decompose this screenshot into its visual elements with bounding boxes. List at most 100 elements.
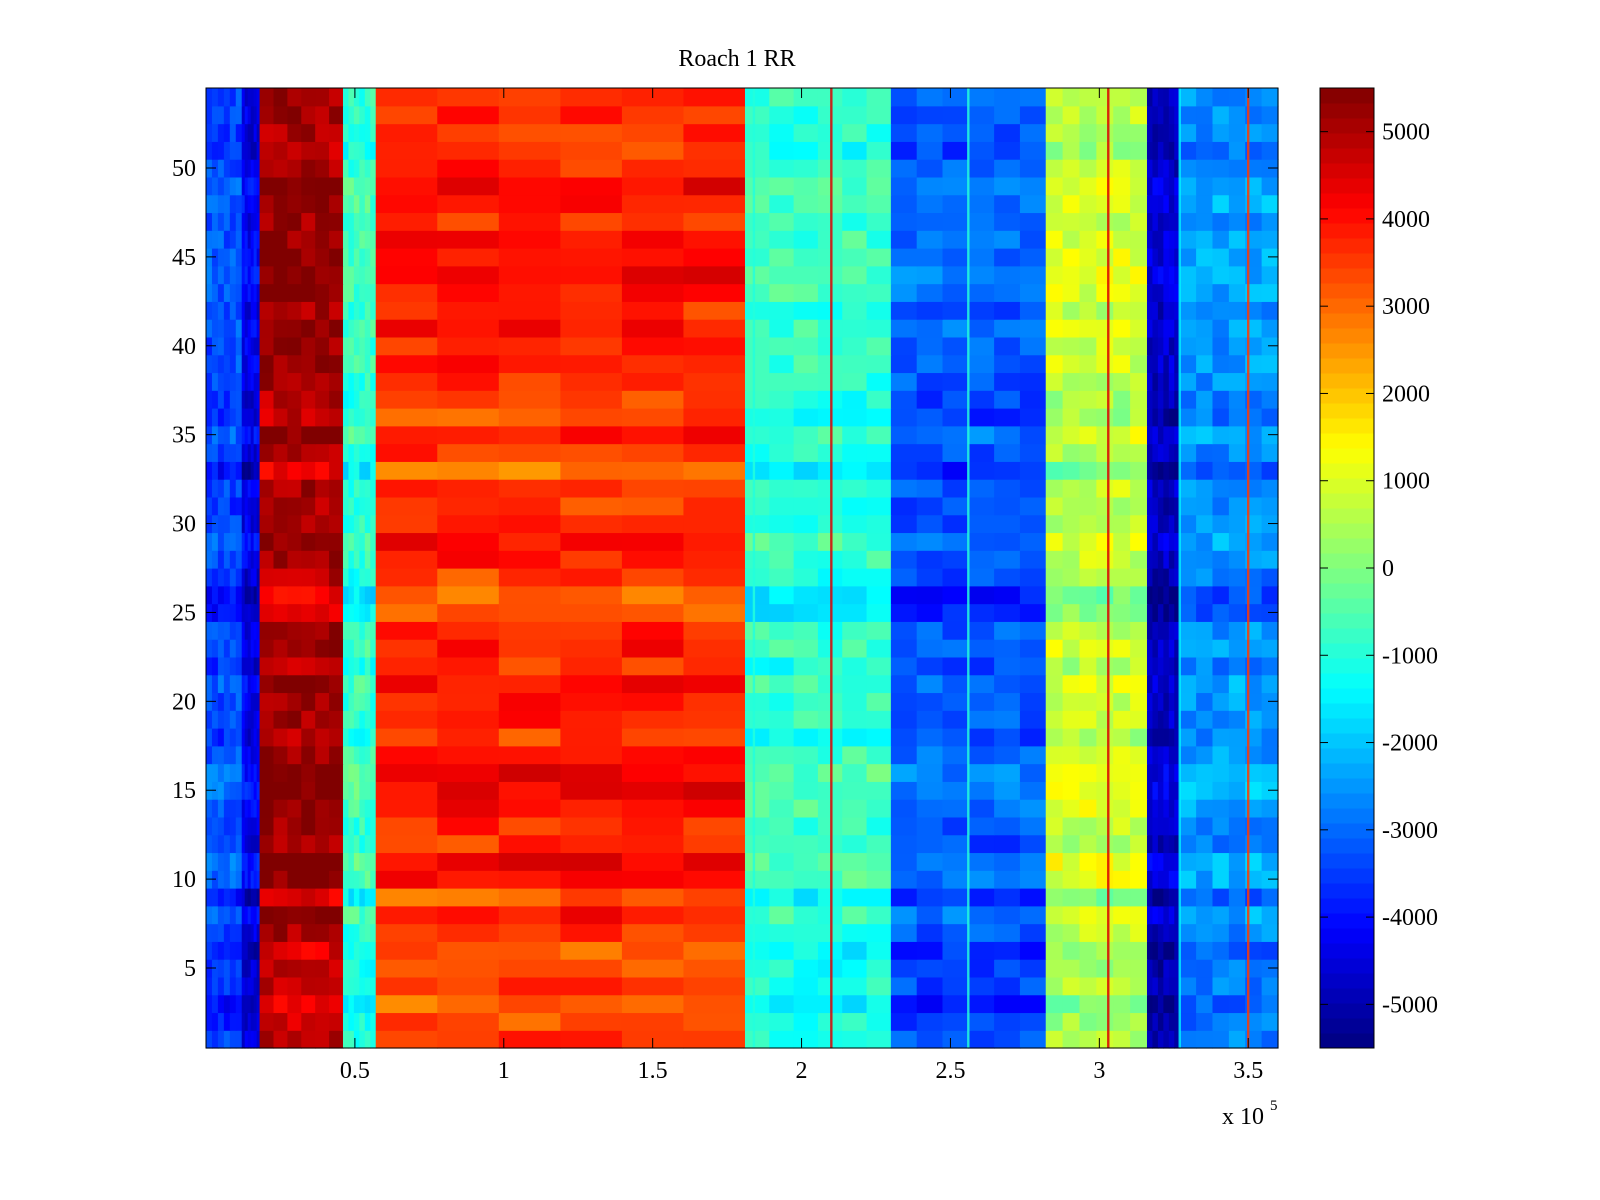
heatmap-cell xyxy=(560,425,623,445)
heatmap-cell xyxy=(235,354,243,374)
heatmap-cell xyxy=(842,265,868,285)
heatmap-cell xyxy=(241,870,246,889)
colorbar-step xyxy=(1320,193,1374,209)
heatmap-cell xyxy=(498,301,561,320)
heatmap-cell xyxy=(1157,88,1164,107)
heatmap-cell xyxy=(315,941,330,960)
heatmap-cell xyxy=(769,408,795,427)
heatmap-cell xyxy=(259,710,275,729)
heatmap-cell xyxy=(235,905,243,925)
heatmap-cell xyxy=(942,532,969,551)
heatmap-cell xyxy=(1174,834,1181,854)
heatmap-cell xyxy=(942,301,969,320)
heatmap-cell xyxy=(301,816,316,836)
heatmap-cell xyxy=(437,123,500,142)
heatmap-cell xyxy=(994,959,1021,978)
heatmap-cell xyxy=(241,621,246,640)
heatmap-cell xyxy=(942,959,969,978)
heatmap-cell xyxy=(1152,123,1159,142)
heatmap-cell xyxy=(1245,568,1263,587)
heatmap-cell xyxy=(211,176,219,196)
heatmap-cell xyxy=(359,710,366,729)
heatmap-cell xyxy=(1228,265,1246,285)
heatmap-cell xyxy=(206,834,213,854)
heatmap-cell xyxy=(229,941,237,960)
heatmap-cell xyxy=(916,834,944,854)
heatmap-cell xyxy=(890,88,918,107)
heatmap-cell xyxy=(259,550,275,569)
heatmap-cell xyxy=(273,888,288,907)
heatmap-cell xyxy=(342,905,350,925)
heatmap-cell xyxy=(211,834,219,854)
heatmap-cell xyxy=(287,603,302,622)
heatmap-cell xyxy=(1113,976,1131,996)
heatmap-cell xyxy=(329,336,344,356)
heatmap-cell xyxy=(1019,568,1047,587)
heatmap-cell xyxy=(621,692,685,711)
heatmap-cell xyxy=(364,1030,371,1049)
heatmap-cell xyxy=(942,194,969,214)
heatmap-cell xyxy=(621,496,685,516)
heatmap-cell xyxy=(329,1030,344,1049)
heatmap-cell xyxy=(348,639,355,658)
x-tick-label: 2 xyxy=(796,1058,808,1084)
heatmap-cell xyxy=(1212,88,1230,107)
heatmap-cell xyxy=(1113,301,1131,320)
heatmap-cell xyxy=(217,870,225,889)
heatmap-cell xyxy=(223,443,231,462)
heatmap-cell xyxy=(1146,159,1154,178)
heatmap-cell xyxy=(235,88,243,107)
heatmap-cell xyxy=(250,728,255,747)
heatmap-cell xyxy=(359,141,366,160)
heatmap-cell xyxy=(437,496,500,516)
heatmap-cell xyxy=(1168,781,1175,800)
heatmap-cell xyxy=(1157,301,1164,320)
heatmap-cell xyxy=(1168,159,1175,178)
heatmap-cell xyxy=(287,905,302,925)
heatmap-cell xyxy=(560,319,623,338)
heatmap-cell xyxy=(273,959,288,978)
heatmap-cell xyxy=(437,976,500,996)
heatmap-cell xyxy=(1174,336,1181,356)
heatmap-cell xyxy=(370,870,377,889)
heatmap-cell xyxy=(1163,159,1170,178)
heatmap-cell xyxy=(437,621,500,640)
heatmap-cell xyxy=(1152,88,1159,107)
heatmap-cell xyxy=(1163,994,1170,1014)
heatmap-cell xyxy=(1152,496,1159,516)
heatmap-cell xyxy=(244,763,249,782)
heatmap-cell xyxy=(1228,1030,1246,1049)
heatmap-cell xyxy=(244,496,249,516)
heatmap-cell xyxy=(223,123,231,142)
heatmap-cell xyxy=(744,568,770,587)
heatmap-cell xyxy=(247,141,252,160)
heatmap-cell xyxy=(744,888,770,907)
heatmap-cell xyxy=(256,692,261,711)
heatmap-cell xyxy=(301,212,316,231)
heatmap-cell xyxy=(1179,834,1197,854)
heatmap-cell xyxy=(241,1030,246,1049)
colorbar-step xyxy=(1320,913,1374,929)
heatmap-cell xyxy=(370,283,377,302)
heatmap-cell xyxy=(916,176,944,196)
heatmap-cell xyxy=(206,816,213,836)
heatmap-cell xyxy=(250,283,255,302)
heatmap-cell xyxy=(329,639,344,658)
heatmap-cell xyxy=(1096,888,1114,907)
heatmap-cell xyxy=(259,674,275,694)
heatmap-cell xyxy=(1163,105,1170,125)
heatmap-cell xyxy=(211,1012,219,1031)
heatmap-cell xyxy=(206,443,213,462)
heatmap-cell xyxy=(1245,888,1263,907)
heatmap-cell xyxy=(769,781,795,800)
heatmap-cell xyxy=(247,639,252,658)
heatmap-cell xyxy=(1152,1030,1159,1049)
heatmap-cell xyxy=(223,816,231,836)
heatmap-cell xyxy=(437,425,500,445)
heatmap-cell xyxy=(217,443,225,462)
heatmap-cell xyxy=(217,532,225,551)
heatmap-cell xyxy=(769,319,795,338)
heatmap-cell xyxy=(744,354,770,374)
heatmap-cell xyxy=(1163,194,1170,214)
heatmap-cell xyxy=(1261,710,1279,729)
